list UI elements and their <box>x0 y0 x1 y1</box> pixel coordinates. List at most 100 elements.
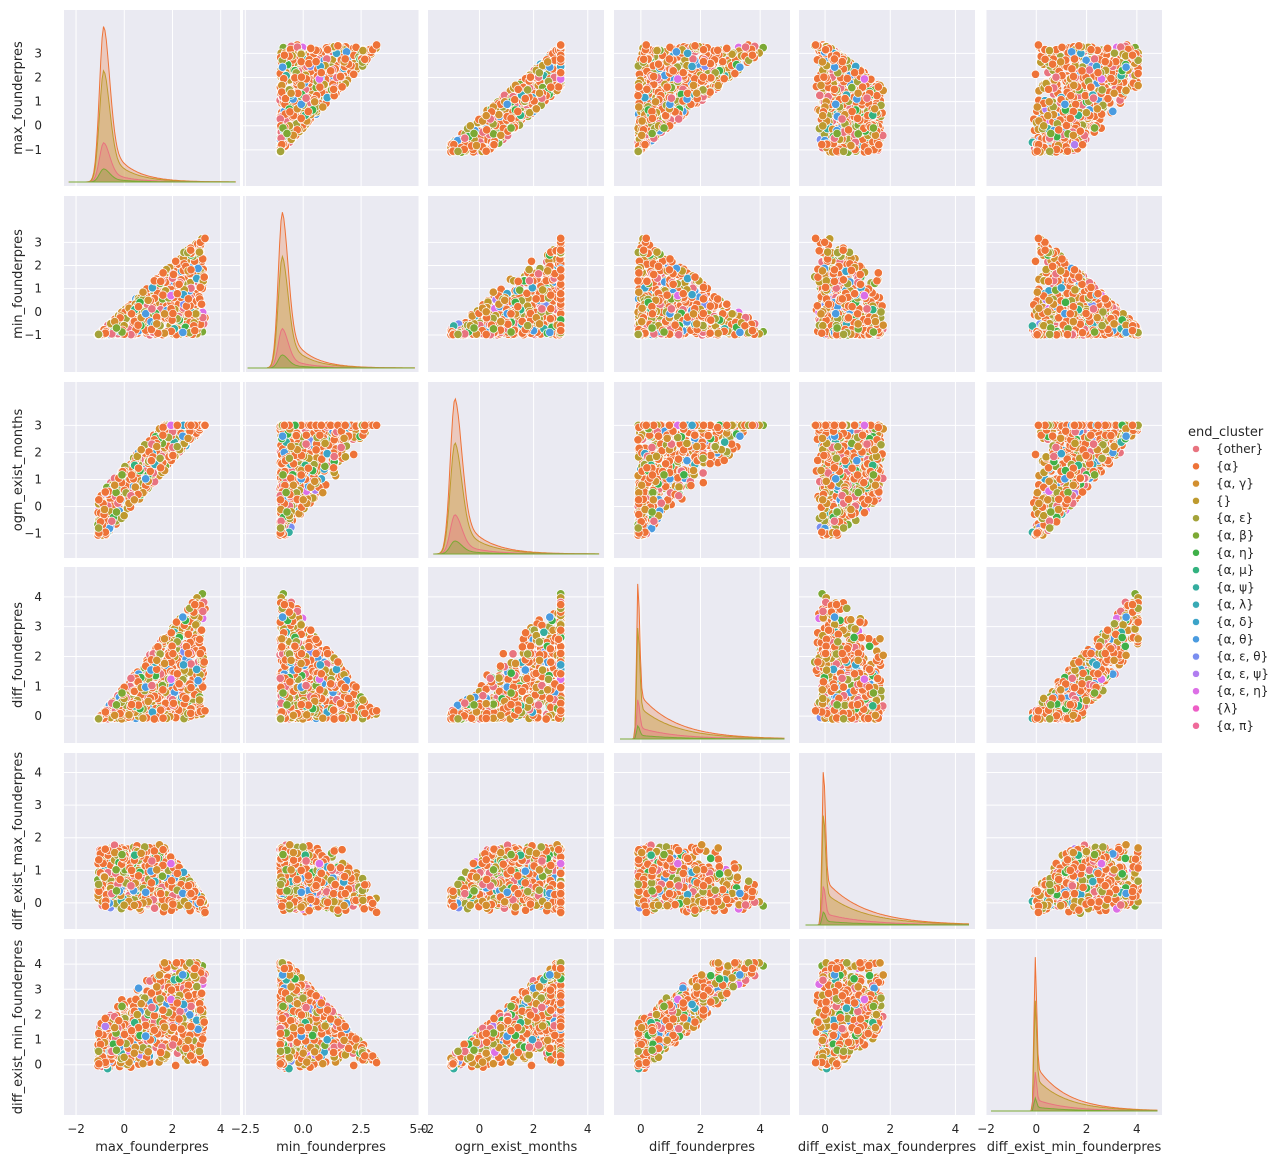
scatter-point <box>190 326 200 336</box>
scatter-point <box>633 146 643 156</box>
scatter-point <box>310 97 320 107</box>
scatter-point <box>1056 57 1066 67</box>
scatter-point <box>303 106 313 117</box>
scatter-point <box>1127 50 1138 60</box>
scatter-point <box>687 61 697 72</box>
y-tick-label: 2 <box>34 71 42 85</box>
scatter-point <box>1090 54 1100 64</box>
scatter-point <box>664 54 674 64</box>
scatter-point <box>674 114 684 124</box>
scatter-point <box>488 287 498 297</box>
scatter-point <box>488 324 499 334</box>
scatter-point <box>735 62 745 72</box>
scatter-point <box>1088 93 1099 103</box>
scatter-point <box>637 130 647 140</box>
scatter-point <box>311 57 321 67</box>
scatter-point <box>1067 64 1077 74</box>
scatter-point <box>496 317 506 327</box>
scatter-point <box>186 265 196 275</box>
scatter-point <box>853 129 863 139</box>
scatter-point <box>868 123 878 133</box>
scatter-point <box>673 74 683 84</box>
scatter-point <box>832 128 842 139</box>
scatter-point <box>634 82 644 92</box>
scatter-point <box>1103 43 1113 53</box>
kde-curve <box>68 168 236 183</box>
scatter-point <box>1045 146 1055 156</box>
scatter-point <box>127 309 137 319</box>
scatter-point <box>727 49 737 59</box>
scatter-point <box>296 99 306 109</box>
y-tick-label: 0 <box>34 119 42 133</box>
scatter-point <box>349 69 359 79</box>
scatter-point <box>280 94 291 104</box>
scatter-point <box>523 85 533 95</box>
scatter-point <box>651 97 661 107</box>
scatter-point <box>859 74 869 84</box>
scatter-point <box>690 41 700 51</box>
scatter-point <box>143 295 153 305</box>
kde-curve <box>247 354 415 369</box>
scatter-point <box>556 245 566 255</box>
scatter-point <box>318 102 328 112</box>
scatter-point <box>481 329 491 340</box>
panel-max_founderpres-vs-diff_founderpres <box>614 10 790 186</box>
scatter-point <box>1086 45 1096 55</box>
scatter-point <box>1030 69 1041 79</box>
scatter-point <box>665 42 675 52</box>
plot-area <box>446 233 566 340</box>
scatter-point <box>286 88 296 98</box>
panel-max_founderpres-vs-ogrn_exist_months <box>424 10 604 186</box>
scatter-point <box>524 265 534 275</box>
scatter-point <box>160 309 170 319</box>
scatter-point <box>506 113 516 123</box>
scatter-point <box>1068 130 1078 140</box>
scatter-point <box>306 43 316 53</box>
scatter-point <box>634 102 644 112</box>
scatter-point <box>829 54 839 64</box>
scatter-point <box>138 287 148 297</box>
scatter-point <box>862 93 872 103</box>
scatter-point <box>133 302 144 312</box>
scatter-point <box>713 45 723 55</box>
scatter-point <box>522 288 532 298</box>
scatter-point <box>847 106 857 117</box>
scatter-point <box>323 45 333 55</box>
scatter-point <box>146 324 156 335</box>
scatter-point <box>698 45 709 55</box>
scatter-point <box>668 66 678 76</box>
scatter-point <box>545 327 555 337</box>
scatter-point <box>538 285 548 295</box>
scatter-point <box>819 72 829 82</box>
scatter-point <box>671 47 681 57</box>
scatter-point <box>698 57 709 67</box>
scatter-point <box>471 140 482 151</box>
scatter-point <box>1051 72 1061 82</box>
scatter-point <box>1054 125 1064 135</box>
scatter-point <box>546 304 556 314</box>
plot-area <box>446 40 566 157</box>
scatter-point <box>525 72 536 82</box>
scatter-point <box>296 80 306 90</box>
scatter-point <box>556 40 566 50</box>
scatter-point <box>168 269 179 280</box>
scatter-point <box>158 268 168 278</box>
scatter-point <box>1077 140 1088 150</box>
scatter-point <box>523 321 533 331</box>
scatter-point <box>358 46 368 56</box>
scatter-point <box>168 308 178 319</box>
scatter-point <box>837 114 847 124</box>
scatter-point <box>195 282 205 292</box>
scatter-point <box>482 125 492 135</box>
y-tick-label: −1 <box>24 143 42 157</box>
scatter-point <box>315 82 325 92</box>
scatter-point <box>178 327 188 337</box>
scatter-point <box>554 82 564 92</box>
scatter-point <box>843 125 854 135</box>
y-tick-label: 2 <box>34 258 42 272</box>
scatter-point <box>829 84 839 94</box>
scatter-point <box>1109 88 1119 98</box>
scatter-point <box>666 93 676 103</box>
plot-area <box>68 26 236 183</box>
scatter-point <box>818 111 828 121</box>
